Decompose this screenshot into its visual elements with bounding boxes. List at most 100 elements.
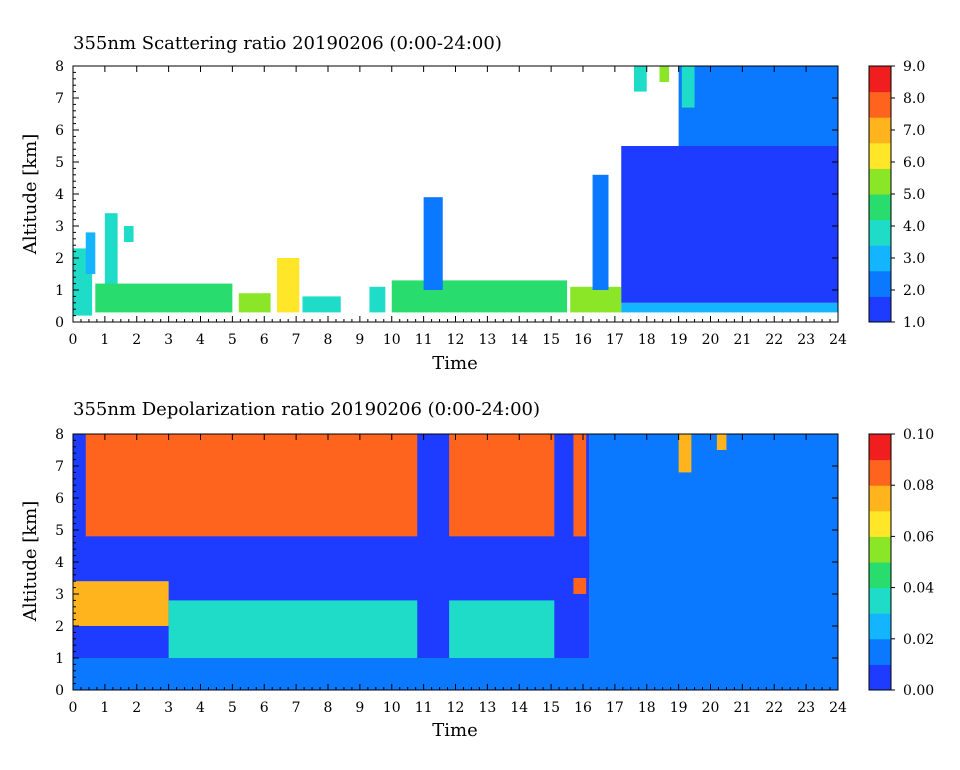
data-region-5 xyxy=(238,293,271,313)
data-region-15 xyxy=(678,66,838,146)
y-tick-label: 5 xyxy=(55,523,64,539)
colorbar-tick-label: 5.0 xyxy=(903,187,925,203)
x-tick-label: 4 xyxy=(196,700,205,716)
colorbar-segment xyxy=(869,562,891,589)
data-region-5 xyxy=(73,581,169,626)
y-tick-label: 4 xyxy=(55,555,64,571)
data-region-6 xyxy=(277,258,300,313)
x-tick-label: 11 xyxy=(415,332,433,348)
colorbar-segment xyxy=(869,91,891,118)
y-tick-label: 0 xyxy=(55,315,64,331)
colorbar-segment xyxy=(869,459,891,486)
data-region-3 xyxy=(124,226,134,242)
x-tick-label: 24 xyxy=(829,700,847,716)
depolarization-x-axis-label: Time xyxy=(432,720,477,741)
data-region-10 xyxy=(678,434,692,473)
y-tick-label: 1 xyxy=(55,283,64,299)
colorbar-tick-label: 4.0 xyxy=(903,219,925,235)
y-tick-label: 3 xyxy=(55,587,64,603)
x-tick-label: 23 xyxy=(797,700,815,716)
y-tick-label: 0 xyxy=(55,683,64,699)
x-tick-label: 19 xyxy=(670,332,688,348)
colorbar-segment xyxy=(869,219,891,246)
y-tick-label: 2 xyxy=(55,619,64,635)
colorbar-tick-label: 3.0 xyxy=(903,251,925,267)
x-tick-label: 16 xyxy=(574,332,592,348)
colorbar-tick-label: 2.0 xyxy=(903,283,925,299)
colorbar-segment xyxy=(869,168,891,195)
x-tick-label: 18 xyxy=(638,700,656,716)
colorbar-frame xyxy=(868,433,892,691)
x-tick-label: 7 xyxy=(292,332,301,348)
depolarization-plot-area: 0 1 2 3 4 5 6 7 8 9 10 11 12 13 14 15 16 17 18 19 20 21 22 23 24… xyxy=(55,427,934,716)
x-tick-label: 9 xyxy=(355,700,364,716)
colorbar-tick-label: 7.0 xyxy=(903,123,925,139)
y-tick-label: 6 xyxy=(55,491,64,507)
data-region-4 xyxy=(95,283,233,313)
data-region-9 xyxy=(589,434,838,690)
colorbar-tick-label: 0.08 xyxy=(903,478,934,494)
colorbar-segment xyxy=(869,664,891,691)
x-tick-label: 14 xyxy=(510,700,528,716)
data-region-6 xyxy=(168,600,418,658)
data-region-7 xyxy=(302,296,341,313)
x-tick-label: 15 xyxy=(542,332,560,348)
x-tick-label: 5 xyxy=(228,332,237,348)
scattering-ratio-panel: 355nm Scattering ratio 20190206 (0:00-24… xyxy=(20,33,925,374)
data-region-8 xyxy=(369,286,386,313)
x-tick-label: 15 xyxy=(542,700,560,716)
y-tick-label: 8 xyxy=(55,59,64,75)
x-tick-label: 18 xyxy=(638,332,656,348)
colorbar-tick-label: 8.0 xyxy=(903,91,925,107)
depolarization-ratio-panel: 355nm Depolarization ratio 20190206 (0:0… xyxy=(20,399,934,741)
x-tick-label: 12 xyxy=(447,332,465,348)
colorbar-segment xyxy=(869,536,891,563)
y-tick-label: 7 xyxy=(55,91,64,107)
data-region-1 xyxy=(85,232,96,274)
data-region-14 xyxy=(621,146,838,303)
colorbar-tick-label: 0.02 xyxy=(903,632,934,648)
y-tick-label: 3 xyxy=(55,219,64,235)
x-tick-label: 14 xyxy=(510,332,528,348)
x-tick-label: 9 xyxy=(355,332,364,348)
x-tick-label: 13 xyxy=(478,332,496,348)
x-tick-label: 24 xyxy=(829,332,847,348)
colorbar-segment xyxy=(869,142,891,169)
x-tick-label: 10 xyxy=(383,700,401,716)
y-tick-label: 4 xyxy=(55,187,64,203)
data-region-12 xyxy=(592,174,609,290)
colorbar-tick-label: 0.10 xyxy=(903,427,934,443)
y-tick-label: 5 xyxy=(55,155,64,171)
data-region-4 xyxy=(73,536,590,578)
data-region-7 xyxy=(449,600,555,658)
data-region-1 xyxy=(85,434,418,537)
x-tick-label: 17 xyxy=(606,332,624,348)
x-tick-label: 4 xyxy=(196,332,205,348)
x-tick-label: 2 xyxy=(132,332,141,348)
x-tick-label: 6 xyxy=(260,332,269,348)
data-region-17 xyxy=(659,66,670,82)
data-region-9 xyxy=(391,280,568,313)
colorbar-tick-label: 0.00 xyxy=(903,683,934,699)
data-region-16 xyxy=(634,66,647,92)
data-region-2 xyxy=(449,434,555,537)
x-tick-label: 1 xyxy=(100,332,109,348)
x-tick-label: 11 xyxy=(415,700,433,716)
y-tick-label: 6 xyxy=(55,123,64,139)
scattering-y-axis-label: Altitude [km] xyxy=(20,134,41,256)
data-region-2 xyxy=(104,213,118,306)
colorbar-segment xyxy=(869,510,891,537)
x-tick-label: 12 xyxy=(447,700,465,716)
x-tick-label: 10 xyxy=(383,332,401,348)
x-tick-label: 3 xyxy=(164,332,173,348)
x-tick-label: 2 xyxy=(132,700,141,716)
x-tick-label: 6 xyxy=(260,700,269,716)
colorbar-segment xyxy=(869,245,891,272)
colorbar-segment xyxy=(869,117,891,144)
colorbar-tick-label: 0.06 xyxy=(903,529,934,545)
x-tick-label: 22 xyxy=(765,332,783,348)
colorbar-segment xyxy=(869,434,891,461)
x-tick-label: 22 xyxy=(765,700,783,716)
x-tick-label: 0 xyxy=(69,332,78,348)
data-region-11 xyxy=(570,286,622,313)
